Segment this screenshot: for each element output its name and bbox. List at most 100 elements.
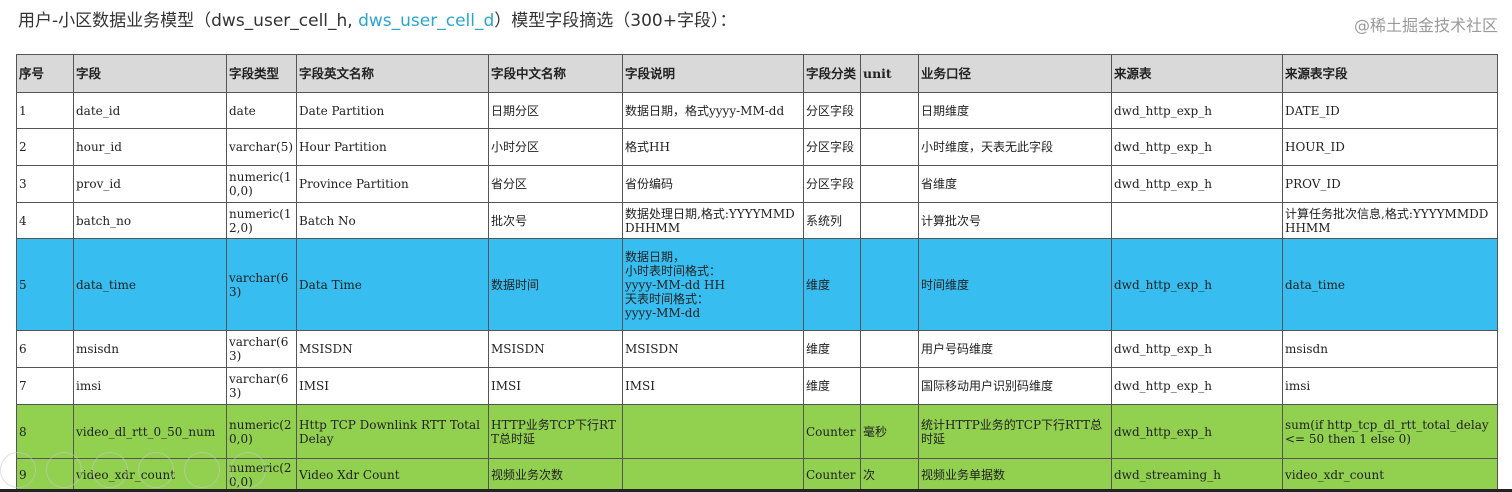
table-header: 序号 字段 字段类型 字段英文名称 字段中文名称 字段说明 字段分类 unit 业务口径 来源表来… bbox=[16, 54, 1498, 93]
table-cell bbox=[860, 238, 919, 331]
table-cell: 7 bbox=[16, 367, 74, 405]
column-header: 字段英文名称 bbox=[296, 54, 489, 93]
table-cell: 日期分区 bbox=[488, 92, 623, 129]
table-row: 3 prov_id numeric(10,0) Province Partition 省… bbox=[16, 165, 1498, 203]
table-cell: 数据处理日期,格式:YYYYMMDDHHMM bbox=[622, 202, 804, 239]
column-header: 序号 bbox=[16, 54, 74, 93]
table-cell: DATE_ID bbox=[1282, 92, 1498, 129]
table-cell: Date Partition bbox=[296, 92, 489, 129]
table-cell: PROV_ID bbox=[1282, 165, 1498, 203]
table-cell bbox=[860, 367, 919, 405]
table-cell: Batch No bbox=[296, 202, 489, 239]
table-cell: video_xdr_count bbox=[73, 458, 227, 491]
table-cell: prov_id bbox=[73, 165, 227, 203]
table-cell: MSISDN bbox=[622, 330, 804, 368]
table-cell: 5 bbox=[16, 238, 74, 331]
table-cell: varchar(63) bbox=[226, 367, 297, 405]
table-cell bbox=[860, 128, 919, 166]
table-cell: date bbox=[226, 92, 297, 129]
table-cell: video_dl_rtt_0_50_num bbox=[73, 404, 227, 459]
column-header: 字段 bbox=[73, 54, 227, 93]
table-cell: 小时分区 bbox=[488, 128, 623, 166]
table-cell: 计算任务批次信息,格式:YYYYMMDDHHMM bbox=[1282, 202, 1498, 239]
table-cell: 系统列 bbox=[803, 202, 861, 239]
table-cell: Http TCP Downlink RTT Total Delay bbox=[296, 404, 489, 459]
table-cell: varchar(63) bbox=[226, 238, 297, 331]
table-cell: 维度 bbox=[803, 330, 861, 368]
table-cell: 6 bbox=[16, 330, 74, 368]
table-row: 9 video_xdr_count numeric(20,0) Video Xdr C… bbox=[16, 458, 1498, 491]
table-cell: IMSI bbox=[622, 367, 804, 405]
table-cell: imsi bbox=[73, 367, 227, 405]
table-cell: numeric(12,0) bbox=[226, 202, 297, 239]
table-cell: dwd_http_exp_h bbox=[1111, 92, 1283, 129]
table-cell: 1 bbox=[16, 92, 74, 129]
table-cell: numeric(20,0) bbox=[226, 458, 297, 491]
table-row: 7 imsi varchar(63) IMSI IMSI IMSI 维度 国际移动用户识别码维… bbox=[16, 367, 1498, 405]
table-cell: 用户号码维度 bbox=[918, 330, 1112, 368]
table-cell: msisdn bbox=[73, 330, 227, 368]
table-cell: 格式HH bbox=[622, 128, 804, 166]
column-header: 来源表 bbox=[1111, 54, 1283, 93]
table-cell: 数据时间 bbox=[488, 238, 623, 331]
table-cell: 2 bbox=[16, 128, 74, 166]
table-row: 8 video_dl_rtt_0_50_num numeric(20,0) Http … bbox=[16, 404, 1498, 459]
table-row: 5 data_time varchar(63) Data Time 数据时间 数据日期， … bbox=[16, 238, 1498, 331]
table-cell bbox=[860, 165, 919, 203]
column-header: 字段中文名称 bbox=[488, 54, 623, 93]
table-cell: 3 bbox=[16, 165, 74, 203]
table-cell bbox=[860, 92, 919, 129]
table-cell: MSISDN bbox=[488, 330, 623, 368]
table-cell: data_time bbox=[73, 238, 227, 331]
table-row: 6 msisdn varchar(63) MSISDN MSISDN MSISDN 维度 用户… bbox=[16, 330, 1498, 368]
table-cell: 数据日期，格式yyyy-MM-dd bbox=[622, 92, 804, 129]
table-cell: dwd_http_exp_h bbox=[1111, 128, 1283, 166]
table-cell: HOUR_ID bbox=[1282, 128, 1498, 166]
table-cell: dwd_http_exp_h bbox=[1111, 238, 1283, 331]
table-cell: 毫秒 bbox=[860, 404, 919, 459]
table-cell bbox=[860, 330, 919, 368]
table-cell: 数据日期， 小时表时间格式： yyyy-MM-dd HH 天表时间格式： yyy… bbox=[622, 238, 804, 331]
field-table: 序号 字段 字段类型 字段英文名称 字段中文名称 字段说明 字段分类 unit 业务口径 来源表来… bbox=[16, 54, 1498, 491]
table-cell: Video Xdr Count bbox=[296, 458, 489, 491]
table-row: 4 batch_no numeric(12,0) Batch No 批次号 数据处理日期,… bbox=[16, 202, 1498, 239]
table-cell: 8 bbox=[16, 404, 74, 459]
table-cell: imsi bbox=[1282, 367, 1498, 405]
table-cell: MSISDN bbox=[296, 330, 489, 368]
table-cell: 日期维度 bbox=[918, 92, 1112, 129]
page-title: 用户-小区数据业务模型（dws_user_cell_h, dws_user_ce… bbox=[18, 6, 737, 31]
title-suffix: ）模型字段摘选（300+字段）： bbox=[494, 11, 737, 31]
bottom-bar bbox=[0, 489, 1512, 492]
table-cell: hour_id bbox=[73, 128, 227, 166]
title-link[interactable]: dws_user_cell_d bbox=[358, 11, 495, 31]
table-cell: 4 bbox=[16, 202, 74, 239]
table-cell: dwd_http_exp_h bbox=[1111, 165, 1283, 203]
table-cell: 时间维度 bbox=[918, 238, 1112, 331]
table-cell bbox=[860, 202, 919, 239]
table-cell: 省份编码 bbox=[622, 165, 804, 203]
table-cell: msisdn bbox=[1282, 330, 1498, 368]
table-cell: 视频业务单据数 bbox=[918, 458, 1112, 491]
table-cell: Hour Partition bbox=[296, 128, 489, 166]
table-cell: 小时维度，天表无此字段 bbox=[918, 128, 1112, 166]
table-cell: 统计HTTP业务的TCP下行RTT总时延 bbox=[918, 404, 1112, 459]
table-cell bbox=[1111, 202, 1283, 239]
table-cell: data_time bbox=[1282, 238, 1498, 331]
title-prefix: 用户-小区数据业务模型（dws_user_cell_h, bbox=[18, 11, 359, 31]
watermark: @稀土掘金技术社区 bbox=[1353, 16, 1498, 35]
table-cell: date_id bbox=[73, 92, 227, 129]
table-cell: 国际移动用户识别码维度 bbox=[918, 367, 1112, 405]
column-header: 字段分类 bbox=[803, 54, 861, 93]
table-cell: dwd_streaming_h bbox=[1111, 458, 1283, 491]
table-cell: 省维度 bbox=[918, 165, 1112, 203]
table-cell: 分区字段 bbox=[803, 165, 861, 203]
table-cell bbox=[622, 404, 804, 459]
column-header: unit bbox=[860, 54, 919, 93]
table-cell bbox=[622, 458, 804, 491]
table-cell: 维度 bbox=[803, 367, 861, 405]
column-header: 业务口径 bbox=[918, 54, 1112, 93]
table-cell: Counter bbox=[803, 458, 861, 491]
table-cell: 次 bbox=[860, 458, 919, 491]
table-cell: 分区字段 bbox=[803, 92, 861, 129]
table-cell: 分区字段 bbox=[803, 128, 861, 166]
